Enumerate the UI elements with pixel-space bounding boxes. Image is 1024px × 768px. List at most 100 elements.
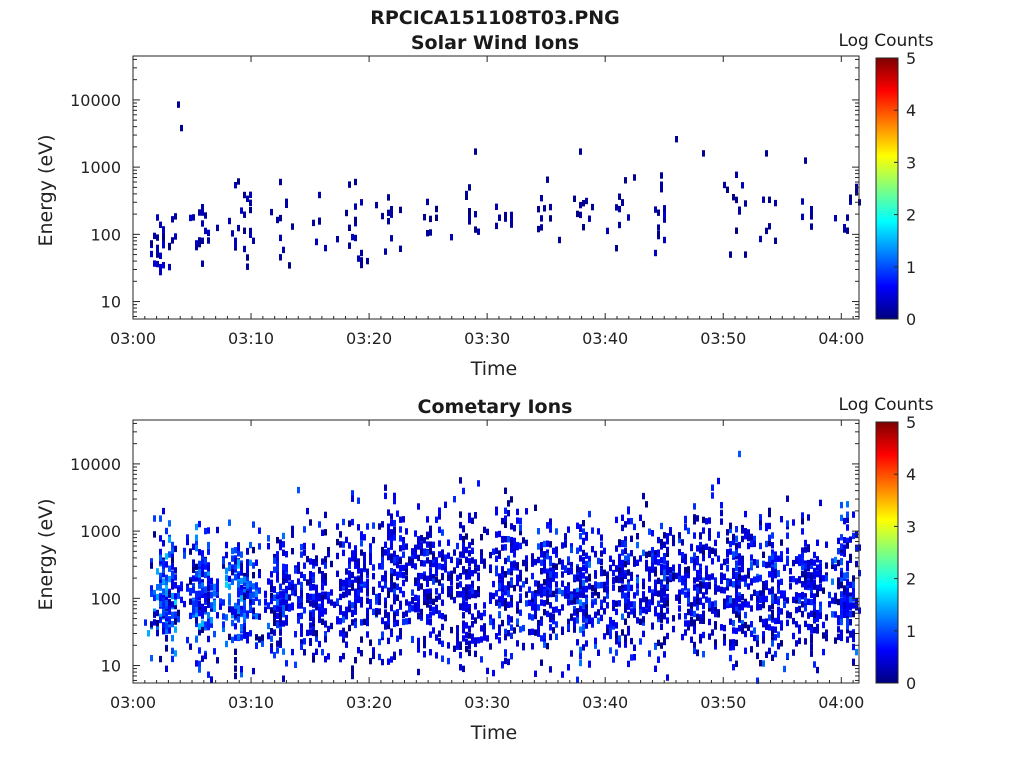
- data-cell: [627, 214, 630, 221]
- data-cell: [225, 541, 228, 549]
- data-cell: [846, 227, 849, 234]
- data-cell: [201, 558, 204, 565]
- data-cell: [285, 597, 288, 604]
- data-cell: [195, 545, 198, 552]
- data-cell: [516, 562, 519, 569]
- data-cell: [504, 657, 507, 665]
- data-cell: [201, 626, 204, 633]
- data-cell: [276, 621, 279, 629]
- data-cell: [813, 583, 816, 590]
- data-cell: [579, 605, 582, 613]
- data-cell: [588, 215, 591, 222]
- data-cell: [708, 618, 711, 626]
- data-cell: [732, 194, 735, 201]
- data-cell: [414, 606, 417, 613]
- data-cell: [237, 576, 240, 583]
- x-tick-label: 04:00: [818, 693, 864, 712]
- data-cell: [735, 227, 738, 234]
- data-cell: [651, 589, 654, 596]
- data-cell: [726, 580, 729, 587]
- data-cell: [702, 544, 705, 551]
- data-cell: [645, 560, 648, 567]
- data-cell: [309, 639, 312, 646]
- data-cell: [174, 567, 177, 574]
- data-cell: [807, 544, 810, 551]
- data-cell: [549, 624, 552, 631]
- data-cell: [759, 518, 762, 525]
- data-cell: [504, 557, 507, 565]
- data-cell: [510, 653, 513, 660]
- data-cell: [690, 556, 693, 564]
- data-cell: [597, 582, 600, 589]
- data-cell: [753, 589, 756, 596]
- data-cell: [705, 573, 708, 581]
- data-cell: [843, 550, 846, 557]
- data-cell: [546, 598, 549, 605]
- data-cell: [495, 509, 498, 516]
- data-cell: [714, 606, 717, 614]
- data-cell: [459, 551, 462, 558]
- data-cell: [618, 573, 621, 580]
- data-cell: [255, 590, 258, 597]
- data-cell: [387, 529, 390, 536]
- data-cell: [441, 583, 444, 590]
- data-cell: [285, 619, 288, 626]
- data-cell: [276, 555, 279, 563]
- data-cell: [756, 677, 759, 684]
- data-cell: [405, 568, 408, 576]
- data-cell: [624, 635, 627, 643]
- data-cell: [804, 573, 807, 580]
- data-cell: [363, 618, 366, 626]
- data-cell: [372, 608, 375, 616]
- data-cell: [246, 263, 249, 270]
- data-cell: [660, 591, 663, 598]
- data-point: [768, 507, 771, 515]
- data-cell: [792, 575, 795, 583]
- data-cell: [393, 519, 396, 527]
- data-cell: [576, 639, 579, 646]
- data-cell: [252, 562, 255, 569]
- data-cell: [612, 559, 615, 567]
- data-cell: [843, 590, 846, 598]
- data-cell: [516, 574, 519, 581]
- data-cell: [171, 541, 174, 549]
- data-cell: [471, 538, 474, 546]
- data-cell: [507, 510, 510, 517]
- data-cell: [339, 531, 342, 538]
- data-cell: [267, 632, 270, 640]
- data-cell: [414, 552, 417, 559]
- data-cell: [780, 516, 783, 523]
- data-cell: [771, 553, 774, 560]
- data-cell: [708, 597, 711, 604]
- data-cell: [354, 618, 357, 625]
- data-cell: [402, 611, 405, 619]
- data-cell: [705, 596, 708, 603]
- data-cell: [270, 597, 273, 605]
- data-cell: [762, 581, 765, 588]
- data-cell: [417, 641, 420, 649]
- data-cell: [846, 516, 849, 523]
- data-cell: [348, 557, 351, 564]
- data-cell: [666, 674, 669, 681]
- data-cell: [195, 539, 198, 547]
- data-cell: [342, 591, 345, 599]
- data-cell: [657, 577, 660, 585]
- data-cell: [387, 523, 390, 530]
- data-cell: [636, 589, 639, 596]
- data-cell: [588, 510, 591, 518]
- data-cell: [399, 633, 402, 640]
- data-cell: [156, 214, 159, 221]
- data-cell: [207, 618, 210, 625]
- data-cell: [429, 592, 432, 600]
- data-cell: [198, 237, 201, 244]
- data-cell: [849, 630, 852, 637]
- data-cell: [237, 605, 240, 612]
- data-cell: [360, 650, 363, 657]
- data-cell: [570, 561, 573, 569]
- data-cell: [312, 576, 315, 584]
- data-cell: [807, 612, 810, 619]
- data-cell: [717, 555, 720, 562]
- data-cell: [708, 546, 711, 553]
- data-cell: [687, 566, 690, 573]
- data-cell: [726, 565, 729, 572]
